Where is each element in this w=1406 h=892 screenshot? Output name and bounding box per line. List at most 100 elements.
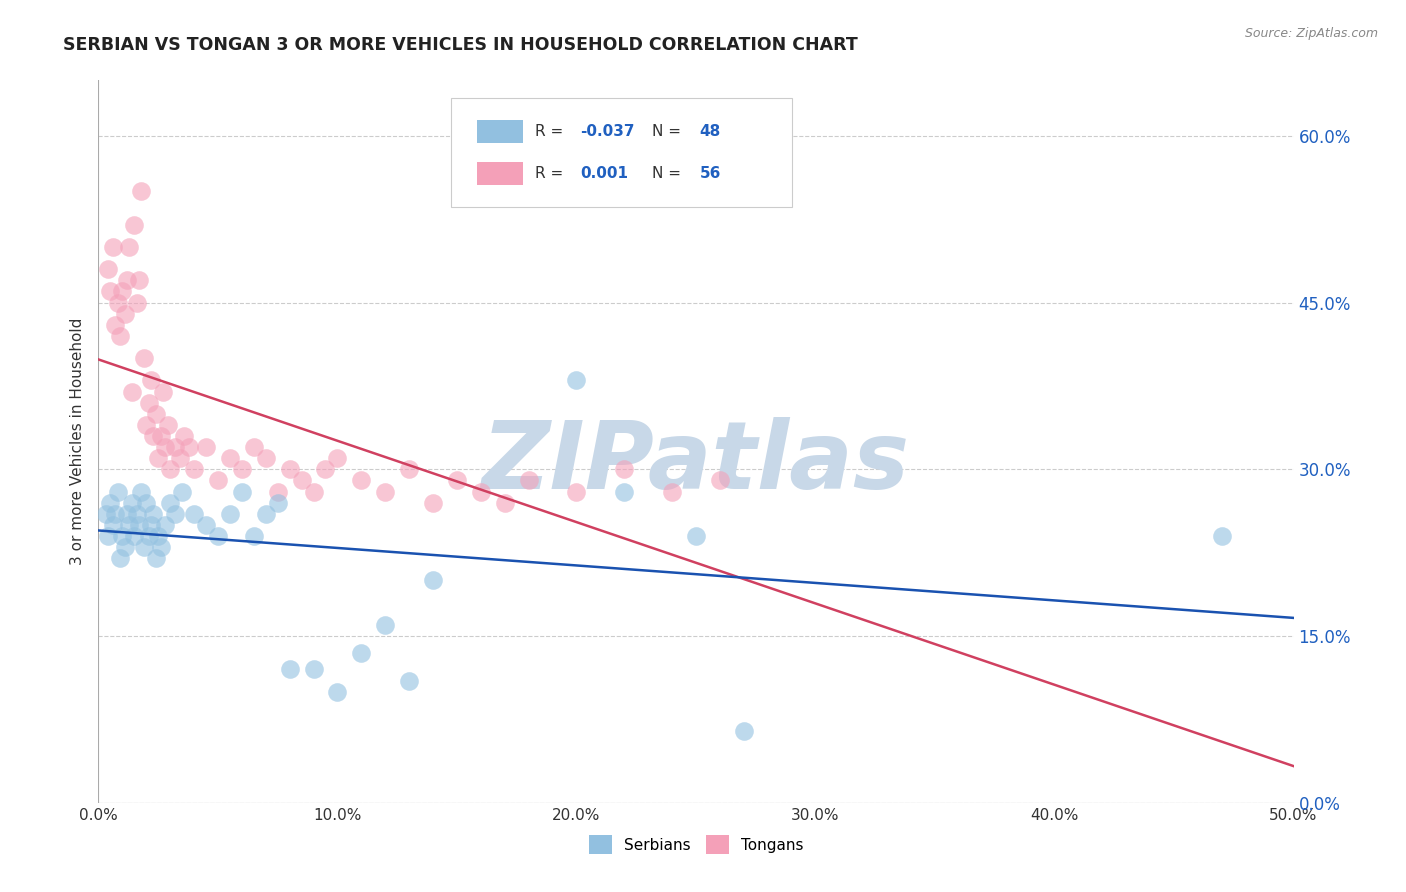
Point — [124, 218, 146, 232]
Point — [613, 484, 636, 499]
Text: N =: N = — [652, 124, 686, 139]
Point — [111, 529, 134, 543]
Point — [124, 529, 146, 543]
Point — [219, 507, 242, 521]
Point — [118, 517, 141, 532]
Point — [139, 373, 162, 387]
Text: Source: ZipAtlas.com: Source: ZipAtlas.com — [1244, 27, 1378, 40]
Point — [104, 507, 127, 521]
Text: 56: 56 — [700, 166, 721, 181]
Point — [254, 507, 277, 521]
Point — [661, 484, 683, 499]
Text: 0.001: 0.001 — [581, 166, 628, 181]
Point — [267, 484, 290, 499]
Point — [139, 517, 162, 532]
Point — [173, 429, 195, 443]
Text: SERBIAN VS TONGAN 3 OR MORE VEHICLES IN HOUSEHOLD CORRELATION CHART: SERBIAN VS TONGAN 3 OR MORE VEHICLES IN … — [63, 36, 858, 54]
Point — [101, 240, 124, 254]
Point — [135, 417, 157, 432]
Point — [169, 451, 191, 466]
Point — [114, 540, 136, 554]
Point — [97, 262, 120, 277]
Point — [517, 474, 540, 488]
Point — [115, 273, 138, 287]
Point — [195, 440, 218, 454]
Point — [138, 529, 160, 543]
Point — [163, 440, 186, 454]
Point — [145, 551, 167, 566]
Point — [470, 484, 492, 499]
FancyBboxPatch shape — [477, 162, 523, 185]
Point — [115, 507, 138, 521]
Point — [125, 507, 148, 521]
Point — [278, 462, 301, 476]
Point — [128, 273, 150, 287]
Point — [98, 285, 122, 299]
Point — [163, 507, 186, 521]
Point — [494, 496, 516, 510]
Point — [398, 462, 420, 476]
Point — [733, 723, 755, 738]
Point — [155, 440, 177, 454]
Point — [142, 507, 165, 521]
Point — [422, 574, 444, 588]
Point — [98, 496, 122, 510]
Point — [302, 484, 325, 499]
Text: R =: R = — [534, 166, 572, 181]
Point — [254, 451, 277, 466]
Point — [108, 551, 131, 566]
Point — [132, 540, 155, 554]
Point — [183, 507, 205, 521]
Point — [131, 185, 153, 199]
Point — [149, 429, 172, 443]
Point — [125, 295, 148, 310]
Point — [128, 517, 150, 532]
Point — [121, 496, 143, 510]
Point — [132, 351, 155, 366]
Point — [207, 474, 229, 488]
Point — [108, 329, 131, 343]
Point — [159, 496, 181, 510]
Point — [231, 462, 253, 476]
Point — [207, 529, 229, 543]
Point — [159, 462, 181, 476]
Text: 48: 48 — [700, 124, 721, 139]
FancyBboxPatch shape — [451, 98, 792, 207]
Point — [148, 451, 170, 466]
Point — [155, 517, 177, 532]
Y-axis label: 3 or more Vehicles in Household: 3 or more Vehicles in Household — [69, 318, 84, 566]
Text: -0.037: -0.037 — [581, 124, 634, 139]
Point — [398, 673, 420, 688]
Point — [243, 529, 266, 543]
Point — [172, 484, 194, 499]
Legend: Serbians, Tongans: Serbians, Tongans — [582, 830, 810, 860]
Point — [302, 662, 325, 676]
Point — [350, 474, 373, 488]
Point — [152, 384, 174, 399]
Point — [267, 496, 290, 510]
Point — [135, 496, 157, 510]
Point — [326, 451, 349, 466]
Point — [107, 484, 129, 499]
Point — [101, 517, 124, 532]
Point — [145, 407, 167, 421]
Point — [709, 474, 731, 488]
Point — [243, 440, 266, 454]
Point — [1211, 529, 1233, 543]
Point — [118, 240, 141, 254]
Point — [156, 417, 179, 432]
Text: N =: N = — [652, 166, 686, 181]
Point — [107, 295, 129, 310]
Point — [685, 529, 707, 543]
Point — [195, 517, 218, 532]
Point — [219, 451, 242, 466]
Text: R =: R = — [534, 124, 568, 139]
Point — [291, 474, 314, 488]
Point — [149, 540, 172, 554]
Point — [142, 429, 165, 443]
Point — [138, 395, 160, 409]
Point — [114, 307, 136, 321]
Point — [131, 484, 153, 499]
Point — [97, 529, 120, 543]
Point — [94, 507, 117, 521]
